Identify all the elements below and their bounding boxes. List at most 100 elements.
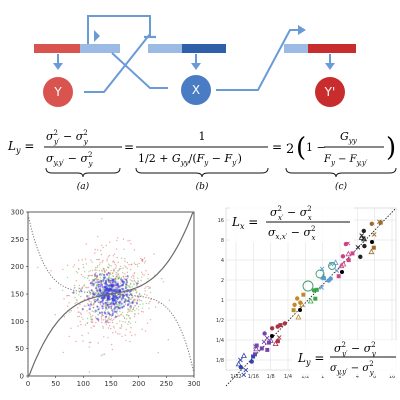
scatter-point bbox=[133, 275, 135, 277]
scatter-point bbox=[144, 287, 146, 290]
scatter-point bbox=[127, 311, 129, 313]
repression-line bbox=[87, 15, 151, 44]
scatter-point bbox=[75, 280, 77, 282]
scatter-point bbox=[112, 285, 115, 288]
scatter-point bbox=[110, 288, 113, 291]
scatter-point bbox=[140, 295, 143, 297]
scatter-point bbox=[93, 298, 95, 300]
scatter-point bbox=[110, 307, 113, 310]
scatter-point bbox=[103, 290, 106, 294]
scatter-point bbox=[121, 293, 124, 296]
y-tick-labels-left: 0 50 100 150 200 250 300 bbox=[11, 209, 28, 381]
scatter-point bbox=[108, 287, 111, 290]
scatter-point bbox=[106, 283, 109, 286]
scatter-point bbox=[101, 313, 104, 315]
scatter-point bbox=[128, 285, 130, 287]
data-marker-square bbox=[259, 346, 264, 351]
scatter-point bbox=[137, 306, 140, 308]
scatter-point bbox=[76, 301, 78, 304]
scatter-point bbox=[124, 273, 126, 275]
scatter-point bbox=[122, 321, 124, 323]
scatter-point bbox=[115, 304, 118, 306]
scatter-point bbox=[70, 327, 72, 329]
data-marker-square bbox=[378, 220, 383, 225]
scatter-point bbox=[110, 327, 112, 330]
scatter-point bbox=[143, 257, 146, 259]
scatter-point bbox=[134, 289, 136, 291]
scatter-point bbox=[89, 281, 92, 285]
scatter-point bbox=[147, 285, 149, 288]
overlay-equation-bottom: Ly = σ2 y′ − σ2 y σy,y′ − σ2 y bbox=[292, 340, 398, 377]
scatter-point bbox=[115, 331, 117, 333]
scatter-point bbox=[100, 279, 103, 283]
scatter-point bbox=[97, 318, 100, 321]
scatter-point bbox=[129, 302, 131, 304]
scatter-point bbox=[98, 311, 101, 315]
scatter-point bbox=[114, 279, 116, 281]
scatter-point bbox=[104, 305, 107, 307]
scatter-point bbox=[91, 280, 93, 283]
scatter-point bbox=[94, 273, 97, 276]
scatter-point bbox=[124, 283, 128, 286]
scatter-point bbox=[112, 269, 115, 271]
scatter-point bbox=[89, 270, 92, 272]
scatter-point bbox=[111, 300, 113, 302]
scatter-point bbox=[81, 287, 84, 289]
scatter-point bbox=[120, 277, 123, 279]
scatter-point bbox=[69, 311, 71, 313]
node-y bbox=[43, 77, 73, 107]
scatter-point bbox=[136, 284, 138, 286]
scatter-point bbox=[102, 314, 105, 317]
scatter-point bbox=[106, 260, 108, 262]
scatter-point bbox=[97, 235, 99, 238]
scatter-point bbox=[115, 273, 117, 275]
scatter-point bbox=[112, 260, 115, 262]
scatter-point bbox=[117, 314, 119, 316]
scatter-point bbox=[83, 284, 86, 286]
x-tick-label: 8 bbox=[373, 374, 376, 380]
scatter-point bbox=[98, 258, 100, 261]
scatter-point bbox=[114, 263, 117, 265]
activation-line-right bbox=[216, 29, 300, 91]
scatter-point bbox=[126, 277, 129, 280]
data-marker-triangle bbox=[340, 260, 347, 267]
data-marker-square bbox=[314, 287, 319, 292]
scatter-point bbox=[122, 238, 125, 240]
scatter-point bbox=[107, 302, 109, 304]
scatter-point bbox=[134, 313, 136, 315]
scatter-point bbox=[157, 302, 159, 304]
data-marker-square bbox=[350, 251, 355, 256]
scatter-point bbox=[131, 290, 134, 292]
x-tick-label: 250 bbox=[160, 380, 173, 388]
y-tick-label: 0 bbox=[20, 373, 24, 381]
scatter-point bbox=[106, 301, 109, 303]
scatter-point bbox=[90, 289, 93, 292]
scatter-point bbox=[127, 296, 130, 299]
scatter-point bbox=[136, 282, 139, 285]
arrowhead-right bbox=[298, 25, 306, 35]
data-marker-triangle bbox=[368, 248, 375, 255]
scatter-point bbox=[99, 277, 102, 279]
scatter-point bbox=[81, 334, 83, 337]
scatter-point bbox=[77, 316, 79, 318]
eq-a-denominator: σy,y′ − σ2 y bbox=[46, 151, 94, 168]
scatter-point bbox=[134, 321, 137, 323]
scatter-point bbox=[145, 286, 147, 288]
x-tick-label: 4 bbox=[356, 374, 359, 380]
scatter-point bbox=[73, 284, 76, 287]
arrowhead-left bbox=[94, 30, 100, 42]
scatter-point bbox=[116, 237, 119, 239]
scatter-point bbox=[111, 273, 114, 275]
scatter-point bbox=[115, 267, 117, 269]
scatter-plot-right: 1/32 1/16 1/8 1/4 1/2 1 2 4 8 16 1/81/41/2124816 … bbox=[216, 202, 398, 387]
scatter-point bbox=[101, 305, 104, 308]
scatter-point bbox=[113, 253, 116, 255]
scatter-point bbox=[145, 270, 147, 272]
scatter-point bbox=[92, 325, 95, 327]
scatter-point bbox=[107, 312, 110, 315]
scatter-point bbox=[103, 353, 106, 355]
scatter-point bbox=[87, 277, 89, 279]
scatter-point bbox=[84, 324, 87, 326]
scatter-point bbox=[100, 311, 104, 314]
data-marker-cross bbox=[361, 236, 366, 242]
